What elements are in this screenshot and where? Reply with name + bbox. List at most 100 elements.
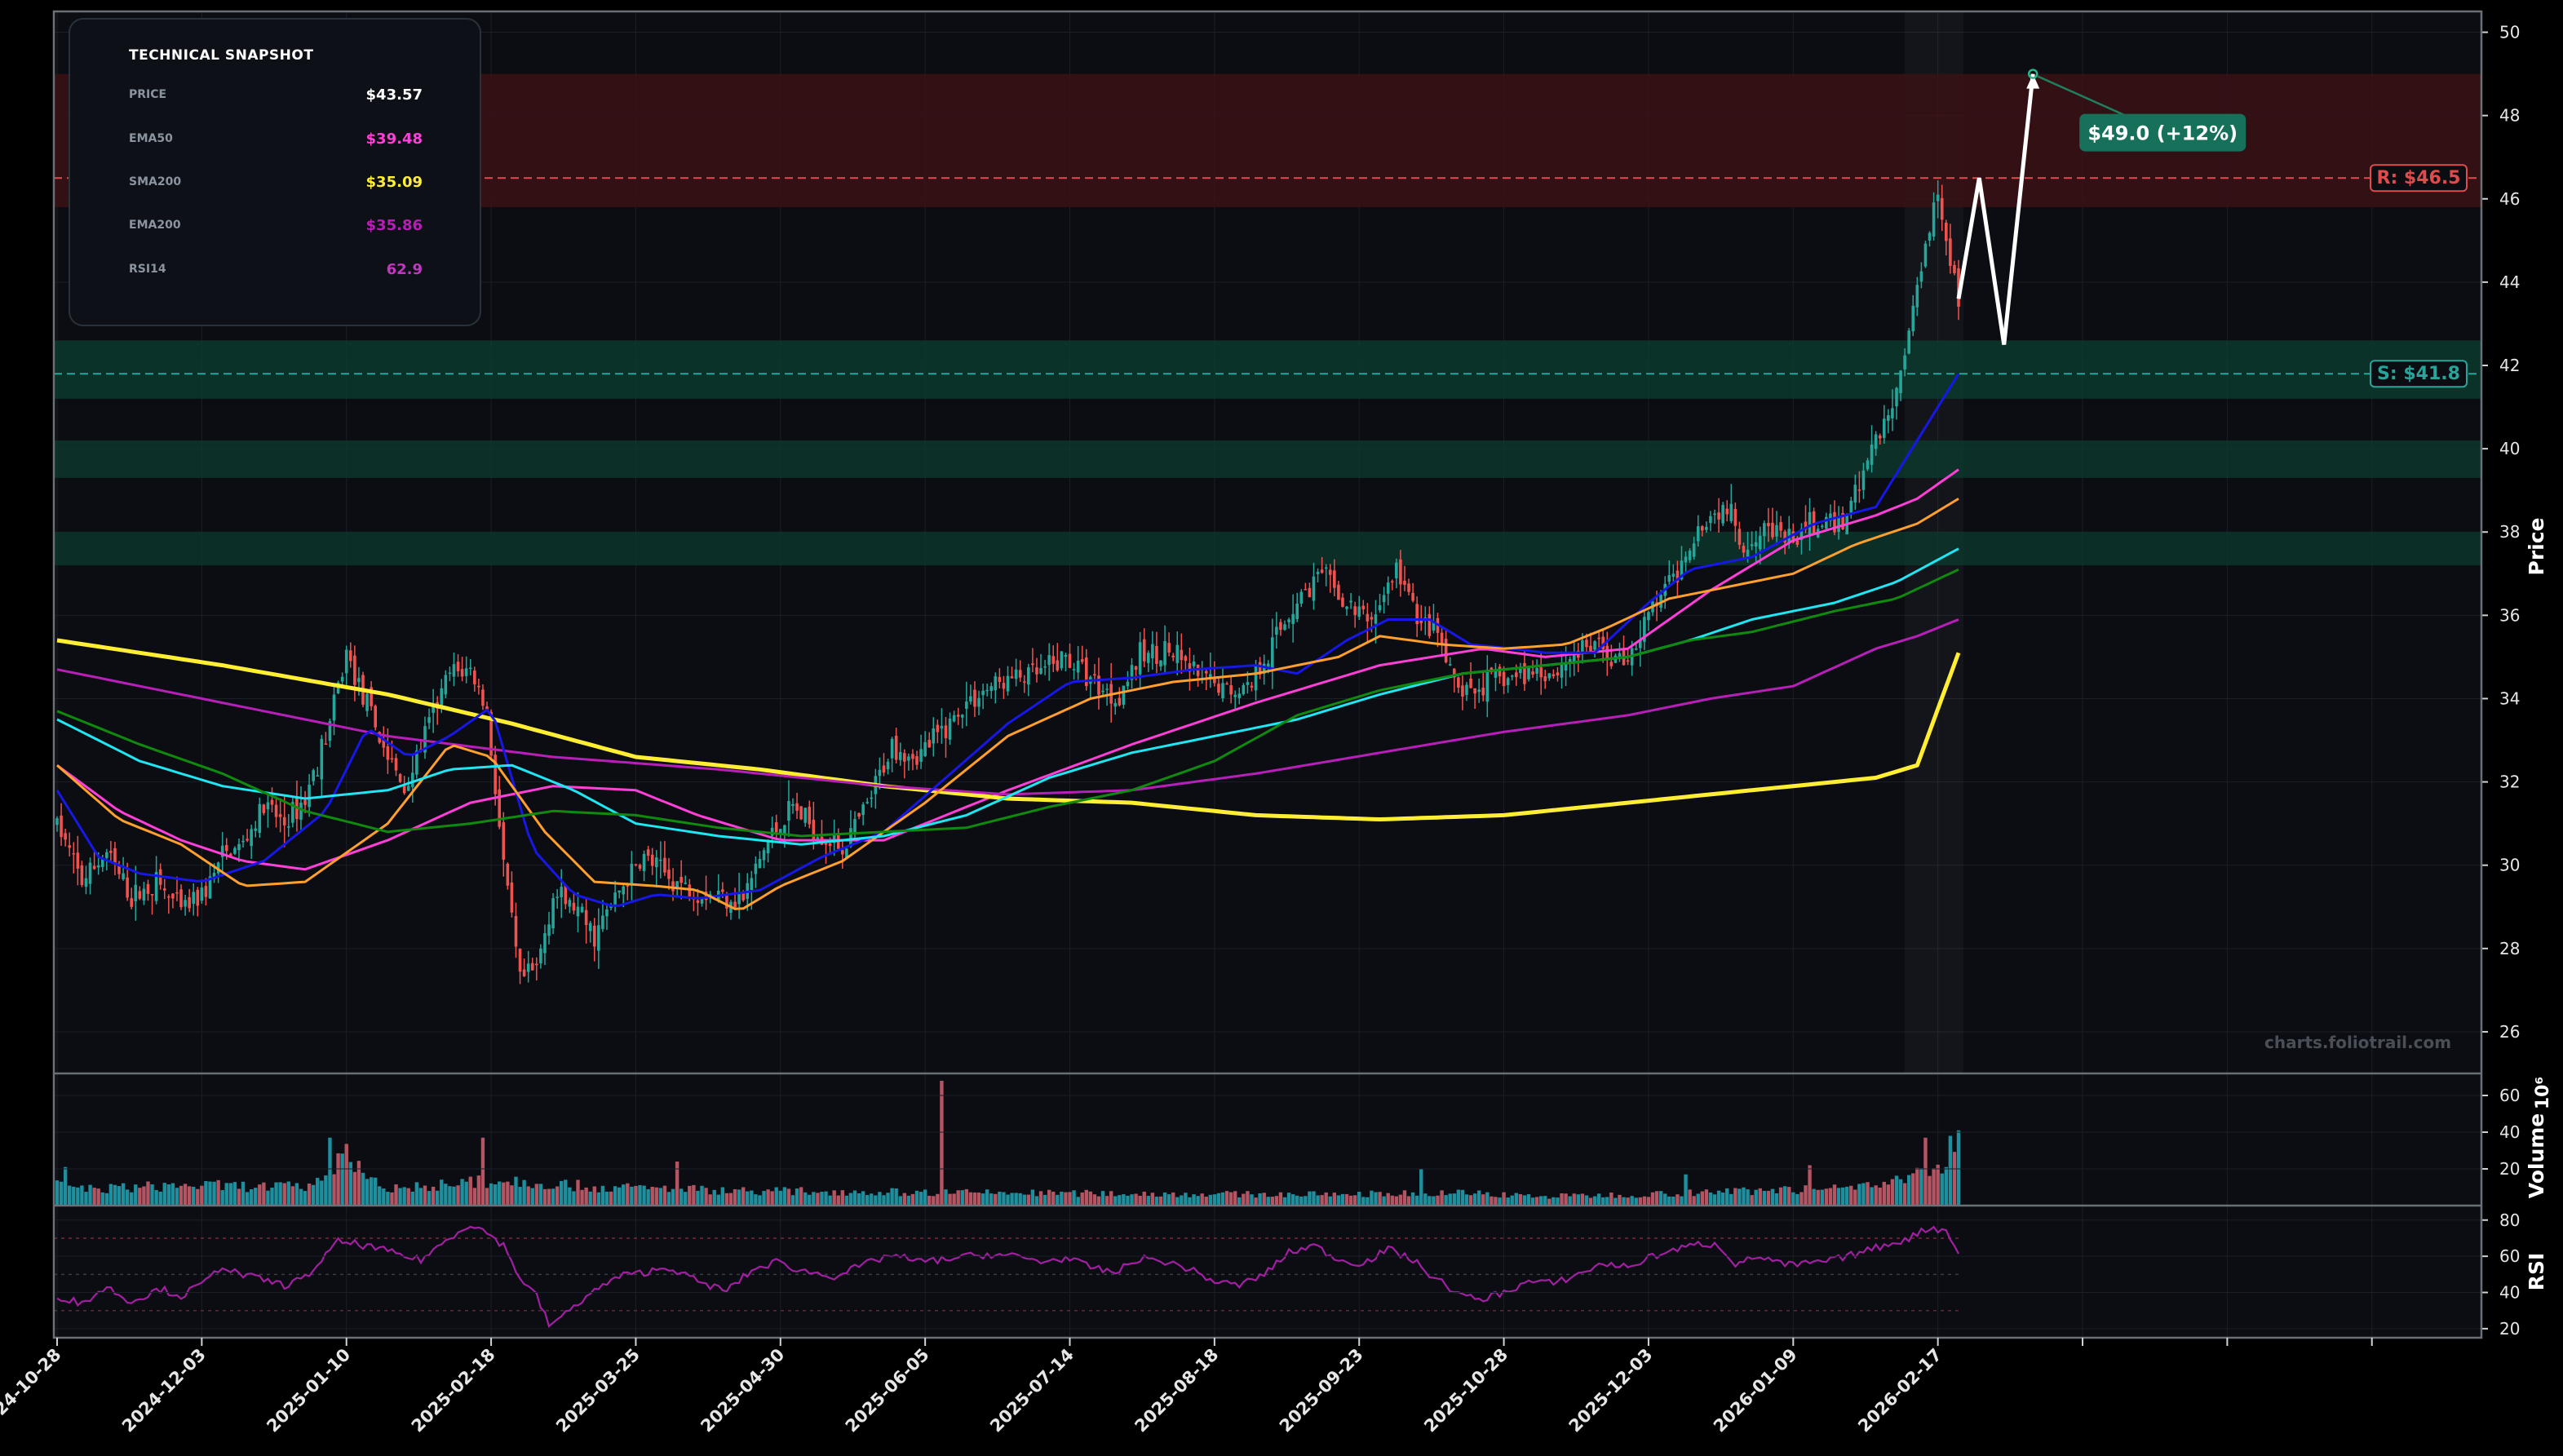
candle-body [1944,222,1948,241]
candle-body [374,706,377,728]
candle-body [932,728,936,744]
volume-bar [874,1195,878,1206]
volume-bar [1196,1196,1200,1206]
volume-bar [84,1192,88,1206]
volume-bar [518,1187,522,1206]
candle-body [1783,531,1786,542]
candle-body [448,672,452,675]
volume-bar [249,1189,254,1206]
candle-body [365,693,369,711]
volume-bar [1374,1192,1378,1206]
resistance-label: R: $46.5 [2377,168,2461,188]
candle-body [1056,660,1060,670]
volume-bar [1092,1194,1097,1206]
volume-bar [1750,1195,1754,1206]
volume-bar [564,1179,568,1206]
candle-body [398,774,402,782]
candle-body [1601,636,1605,649]
resistance-label-box [2370,164,2468,193]
candle-body [117,865,121,874]
candle-body [357,678,361,683]
volume-bar [514,1176,518,1206]
candle-body [282,817,286,825]
volume-bar [1700,1191,1705,1206]
volume-bar [1857,1184,1861,1206]
volume-bar [1514,1193,1518,1206]
volume-bar [245,1192,250,1206]
volume-bar [72,1186,76,1206]
volume-bar [142,1186,146,1206]
volume-bar [812,1192,816,1206]
volume-bar [320,1180,324,1206]
candle-body [1799,529,1804,540]
candle-body [1415,604,1419,625]
volume-bar [1175,1197,1180,1206]
volume-bar [1522,1195,1527,1206]
candle-body [1283,624,1286,631]
candle-body [270,799,274,805]
volume-bar [1171,1192,1175,1206]
candle-body [68,845,72,848]
volume-bar [671,1188,675,1206]
candle-body [1779,522,1782,531]
candle-body [220,845,224,857]
candle-body [328,721,332,741]
snapshot-row-ema200: EMA200 $35.86 [129,217,423,237]
candle-body [754,863,758,874]
candle-body [1597,637,1600,639]
ma-line-blue [55,373,1960,907]
volume-bar [1886,1184,1891,1206]
volume-bar [187,1186,192,1206]
candle-body [1754,542,1758,547]
volume-bar [1692,1196,1696,1206]
volume-bar [696,1190,700,1206]
candle-body [1829,513,1832,521]
candle-body [72,852,76,855]
candle-body [1341,597,1344,607]
candle-body [1609,662,1613,666]
volume-bar [237,1188,241,1206]
volume-exponent-label: 10⁶ [2533,1077,2553,1109]
candle-body [1833,511,1836,533]
ma-line-green [56,568,1959,838]
candle-body [1812,511,1816,533]
candle-body [1018,670,1022,678]
volume-bar [1932,1168,1936,1206]
volume-bar [121,1183,126,1206]
candle-body [1953,264,1956,273]
volume-bar [1018,1193,1022,1206]
volume-bar [76,1187,80,1206]
volume-bar [592,1186,596,1206]
candle-body [142,888,146,901]
candle-body [642,853,646,871]
candle-body [1857,489,1861,491]
x-tick-label: 2025-03-25 [552,1345,644,1436]
volume-bar [1494,1197,1498,1206]
candle-body [725,895,728,909]
candle-body [1006,675,1010,692]
price-tick-label: 44 [2499,272,2520,292]
candle-body [841,850,844,855]
volume-bar [952,1193,956,1206]
candle-body [1076,660,1080,673]
volume-bar [998,1191,1002,1206]
volume-bar [1572,1193,1576,1206]
volume-bar [1712,1194,1717,1206]
candle-body [1266,663,1270,669]
volume-bar [464,1181,468,1206]
volume-bar [1766,1190,1771,1206]
volume-bar [1308,1191,1312,1206]
candle-body [1882,418,1886,438]
volume-bar [1262,1193,1266,1206]
candle-body [336,682,340,693]
candle-body [1399,559,1402,585]
candle-body [1911,305,1915,332]
candle-body [1667,575,1671,582]
candle-body [650,854,654,866]
technical-snapshot-panel: TECHNICAL SNAPSHOT PRICE $43.57 EMA50 $3… [69,18,481,326]
volume-bar [1304,1196,1308,1206]
volume-bar [795,1188,799,1206]
volume-bar [1022,1194,1026,1206]
ma-line-sma200 [56,638,1961,821]
volume-bar [1956,1130,1961,1206]
